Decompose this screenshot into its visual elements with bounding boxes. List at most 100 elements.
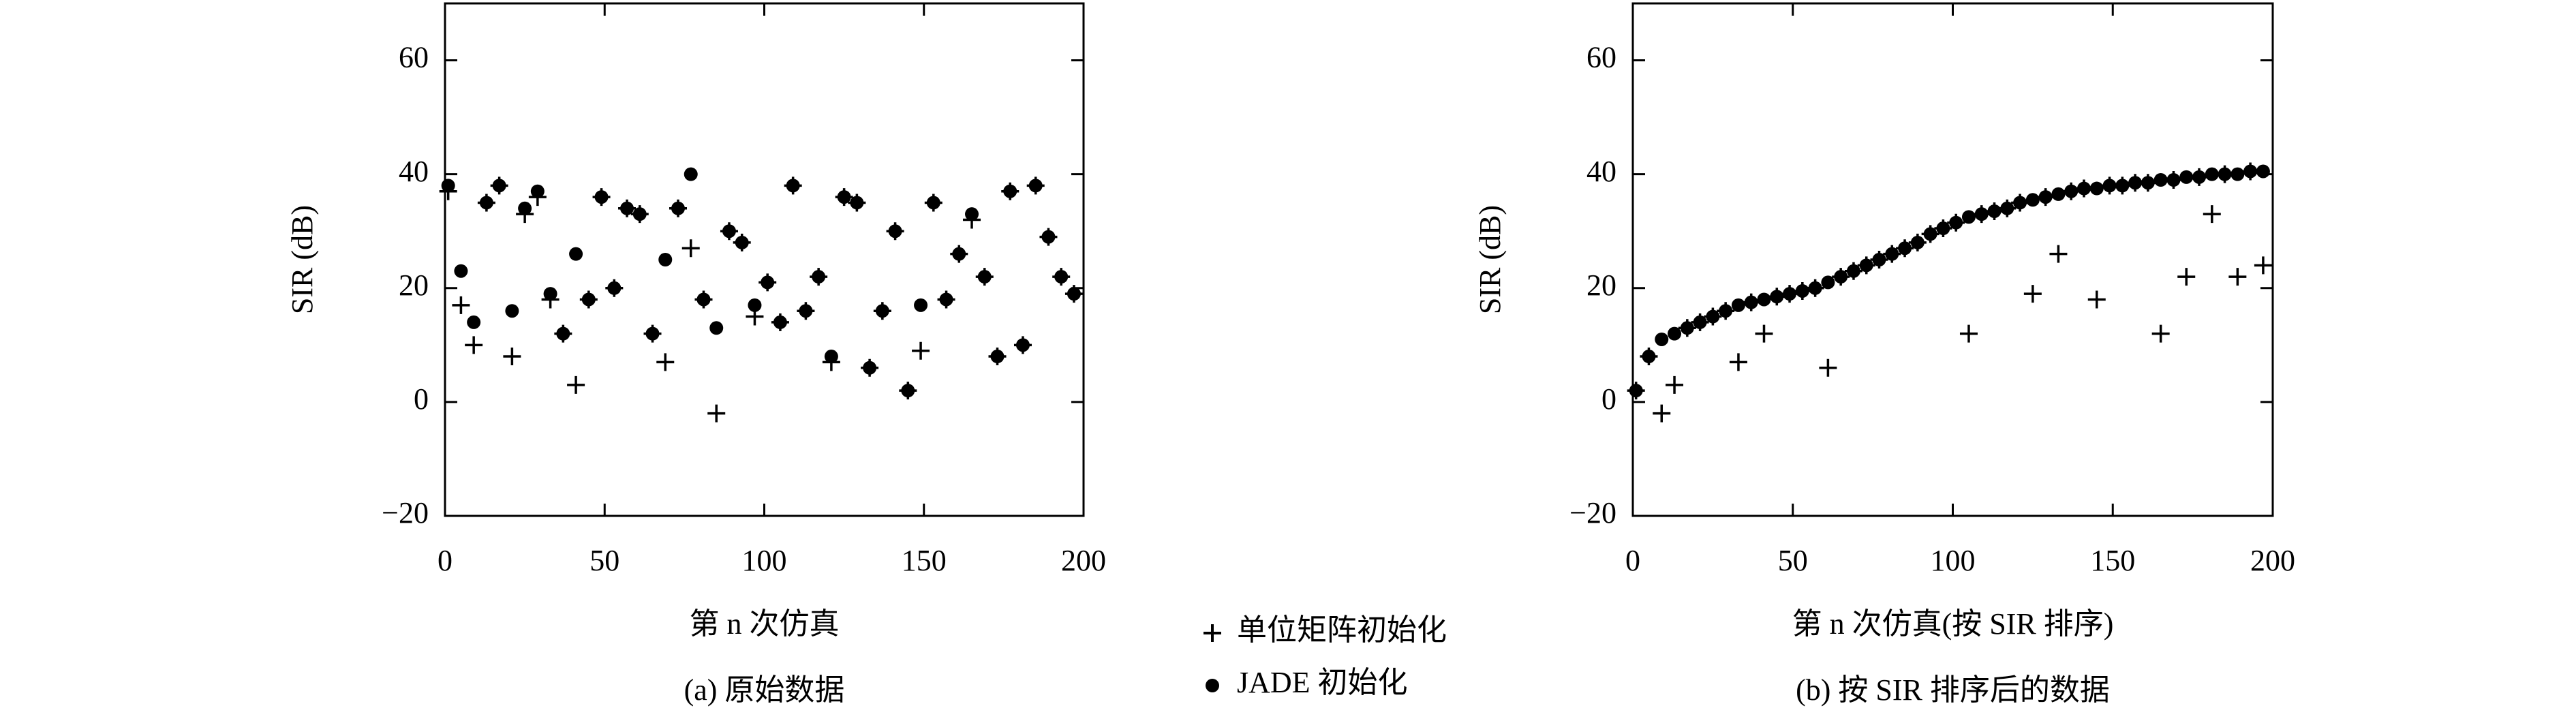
circle-point <box>1987 204 2002 218</box>
circle-point <box>1642 350 1656 364</box>
circle-point <box>875 304 889 318</box>
circle-point <box>1783 287 1797 301</box>
y-axis-label: SIR (dB) <box>286 205 319 314</box>
x-tick-label: 100 <box>742 544 787 577</box>
circle-point <box>965 207 979 221</box>
circle-point <box>2089 181 2104 196</box>
circle-point <box>1067 287 1081 301</box>
circle-point <box>2076 181 2091 196</box>
circle-point <box>492 179 506 193</box>
circle-point <box>2025 193 2040 207</box>
circle-point <box>1808 281 1822 295</box>
circle-point <box>1949 215 1963 230</box>
circle-point <box>837 190 851 204</box>
plus-point <box>681 239 700 258</box>
legend-plus-marker <box>1203 624 1221 642</box>
circle-point <box>543 287 557 301</box>
circle-point <box>1693 315 1707 329</box>
circle-point <box>914 298 928 312</box>
circle-point <box>1706 309 1720 324</box>
circle-point <box>939 292 953 307</box>
circle-point <box>1821 275 1835 290</box>
plot-frame <box>444 2 1085 517</box>
y-tick-label: 40 <box>1586 155 1616 188</box>
y-axis-label: SIR (dB) <box>1473 205 1507 314</box>
plus-point <box>452 296 470 314</box>
circle-point <box>569 247 583 261</box>
circle-point <box>658 253 673 266</box>
circle-point <box>2166 173 2181 187</box>
circle-point <box>926 196 940 210</box>
circle-point <box>1936 221 1950 236</box>
y-tick-label: 60 <box>399 41 429 74</box>
circle-point <box>2141 176 2155 190</box>
plus-point <box>1666 375 1684 394</box>
circle-point <box>735 235 749 249</box>
circle-point <box>1898 241 1912 256</box>
y-tick-label: −20 <box>382 496 429 530</box>
y-tick-label: 60 <box>1586 41 1616 74</box>
circle-point <box>863 360 877 375</box>
circle-point <box>2038 190 2053 204</box>
circle-point <box>2256 164 2270 179</box>
circle-point <box>901 384 915 398</box>
circle-point <box>1719 304 1733 318</box>
plot-frame <box>1631 2 2274 517</box>
circle-point <box>2102 179 2117 193</box>
plus-point <box>2177 268 2196 286</box>
circle-point <box>722 224 736 239</box>
circle-point <box>1744 295 1758 309</box>
circle-point <box>632 207 647 221</box>
circle-point <box>594 190 609 204</box>
circle-point <box>684 167 698 181</box>
legend-label: JADE 初始化 <box>1237 666 1408 699</box>
caption: (b) 按 SIR 排序后的数据 <box>1796 673 2110 707</box>
y-tick-label: 20 <box>1586 269 1616 302</box>
circle-point <box>581 292 596 307</box>
circle-point <box>2218 167 2232 181</box>
circle-point <box>1041 230 1056 244</box>
x-tick-label: 200 <box>1061 544 1106 577</box>
plus-point <box>2254 256 2272 275</box>
circle-point <box>1859 258 1873 273</box>
plus-point <box>1653 404 1671 423</box>
plus-point <box>567 375 585 394</box>
circle-point <box>761 275 775 290</box>
legend-circle-marker <box>1206 679 1219 692</box>
plus-point <box>707 404 726 423</box>
plus-point <box>1959 324 1978 343</box>
circle-point <box>1028 179 1043 193</box>
circle-point <box>1885 247 1899 261</box>
circle-point <box>2192 170 2207 184</box>
circle-point <box>773 315 787 329</box>
circle-point <box>505 304 519 318</box>
circle-point <box>1910 235 1925 249</box>
circle-point <box>454 264 468 278</box>
circle-point <box>850 196 864 210</box>
caption: (a) 原始数据 <box>684 673 845 707</box>
circle-point <box>2000 201 2014 215</box>
circle-point <box>2153 173 2168 187</box>
circle-point <box>467 315 481 329</box>
circle-point <box>2064 184 2079 198</box>
circle-point <box>1015 338 1030 352</box>
circle-point <box>1834 270 1848 284</box>
plus-point <box>2087 290 2106 309</box>
y-tick-label: −20 <box>1569 496 1616 530</box>
x-tick-label: 50 <box>589 544 619 577</box>
circle-point <box>1923 227 1937 241</box>
circle-point <box>1054 270 1069 284</box>
circle-point <box>2243 164 2258 179</box>
circle-point <box>607 281 622 295</box>
circle-point <box>1795 283 1809 298</box>
circle-point <box>645 326 660 341</box>
plus-point <box>465 336 483 354</box>
x-axis-label: 第 n 次仿真 <box>690 607 840 641</box>
circle-point <box>786 179 800 193</box>
plus-point <box>503 348 521 366</box>
plus-point <box>656 353 675 371</box>
plus-point <box>2049 245 2068 263</box>
plus-point <box>912 341 930 360</box>
circle-point <box>1629 384 1643 398</box>
